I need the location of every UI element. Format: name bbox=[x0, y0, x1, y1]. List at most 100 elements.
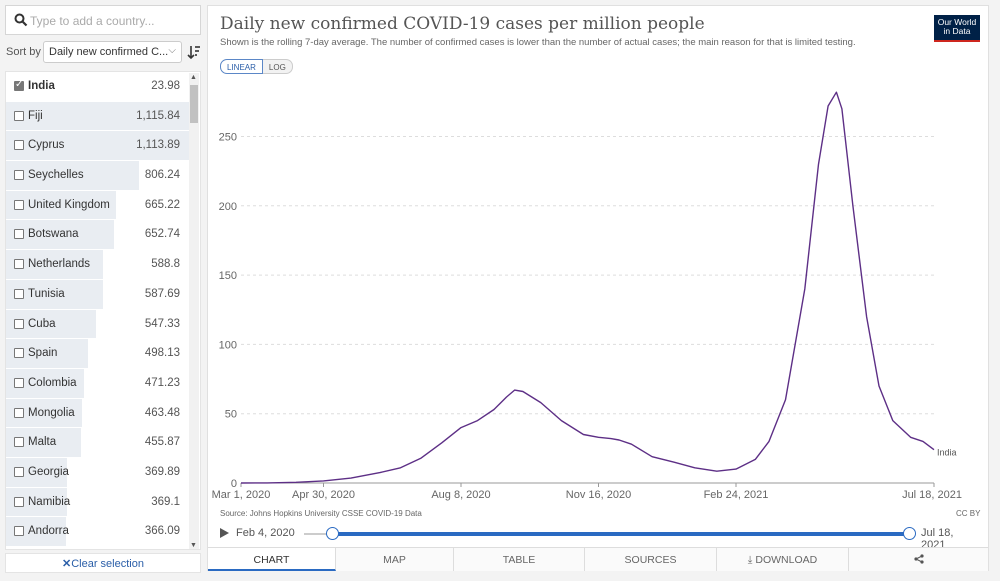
country-value: 1,115.84 bbox=[136, 109, 180, 122]
play-icon[interactable] bbox=[220, 528, 229, 538]
x-tick-label: Jul 18, 2021 bbox=[902, 489, 962, 501]
x-tick-label: Apr 30, 2020 bbox=[292, 489, 355, 501]
country-name: Netherlands bbox=[28, 258, 91, 271]
y-tick-label: 100 bbox=[219, 339, 237, 351]
value-bar bbox=[6, 131, 190, 161]
country-checkbox[interactable] bbox=[14, 79, 24, 91]
tab-sources[interactable]: SOURCES bbox=[585, 548, 717, 571]
country-name: Mongolia bbox=[28, 406, 75, 419]
scroll-down-icon[interactable]: ▼ bbox=[190, 542, 197, 549]
value-bar bbox=[6, 220, 114, 250]
tab-map[interactable]: MAP bbox=[336, 548, 454, 571]
timeline-range bbox=[332, 532, 909, 536]
country-row[interactable]: Mongolia 463.48 bbox=[6, 398, 200, 429]
scrollbar-thumb[interactable] bbox=[190, 85, 198, 123]
country-checkbox[interactable] bbox=[14, 437, 24, 448]
clear-selection-button[interactable]: ✕Clear selection bbox=[5, 553, 201, 573]
country-name: Spain bbox=[28, 347, 58, 360]
y-tick-label: 0 bbox=[231, 478, 237, 490]
chart-title: Daily new confirmed COVID-19 cases per m… bbox=[220, 14, 705, 34]
owid-logo[interactable]: Our World in Data bbox=[934, 15, 980, 42]
sort-order-icon[interactable] bbox=[187, 44, 201, 60]
country-row[interactable]: Colombia 471.23 bbox=[6, 368, 200, 399]
close-icon: ✕ bbox=[62, 558, 72, 570]
country-value: 23.98 bbox=[151, 80, 180, 92]
country-value: 1,113.89 bbox=[136, 139, 180, 152]
list-scrollbar[interactable]: ▲ ▼ bbox=[189, 73, 199, 549]
country-value: 471.23 bbox=[144, 376, 180, 389]
scroll-up-icon[interactable]: ▲ bbox=[190, 74, 197, 81]
country-row[interactable]: Tunisia 587.69 bbox=[6, 279, 200, 310]
country-name: Colombia bbox=[28, 376, 77, 389]
y-tick-label: 200 bbox=[219, 201, 237, 213]
sort-row: Sort by Daily new confirmed C... ⌵ bbox=[5, 41, 201, 65]
country-checkbox[interactable] bbox=[14, 170, 24, 181]
country-row[interactable]: Seychelles 806.24 bbox=[6, 161, 200, 191]
tab-table[interactable]: TABLE bbox=[454, 548, 585, 571]
chart-panel: Daily new confirmed COVID-19 cases per m… bbox=[207, 5, 989, 571]
tab-bar: CHART MAP TABLE SOURCES ⤓ DOWNLOAD bbox=[208, 547, 988, 571]
country-checkbox[interactable] bbox=[14, 377, 24, 388]
country-checkbox[interactable] bbox=[14, 496, 24, 507]
country-row[interactable]: United Kingdom 665.22 bbox=[6, 190, 200, 221]
x-tick-label: Mar 1, 2020 bbox=[212, 489, 271, 501]
country-checkbox[interactable] bbox=[14, 466, 24, 477]
share-icon bbox=[913, 554, 924, 564]
country-row[interactable]: India 23.98 bbox=[6, 72, 200, 102]
timeline-end-handle[interactable] bbox=[903, 527, 916, 540]
country-row[interactable]: Botswana 652.74 bbox=[6, 220, 200, 251]
country-row[interactable]: Georgia 369.89 bbox=[6, 457, 200, 488]
country-value: 366.09 bbox=[144, 525, 180, 538]
sidebar: Sort by Daily new confirmed C... ⌵ India… bbox=[5, 5, 201, 573]
country-checkbox[interactable] bbox=[14, 288, 24, 299]
country-row[interactable]: Fiji 1,115.84 bbox=[6, 101, 200, 132]
country-checkbox[interactable] bbox=[14, 348, 24, 359]
source-note: Source: Johns Hopkins University CSSE CO… bbox=[220, 509, 422, 518]
country-checkbox[interactable] bbox=[14, 199, 24, 210]
share-button[interactable] bbox=[849, 548, 988, 571]
country-checkbox[interactable] bbox=[14, 110, 24, 121]
country-row[interactable]: Netherlands 588.8 bbox=[6, 250, 200, 280]
country-checkbox[interactable] bbox=[14, 526, 24, 537]
series-label: India bbox=[937, 448, 957, 458]
country-checkbox[interactable] bbox=[14, 229, 24, 240]
country-row[interactable]: Cyprus 1,113.89 bbox=[6, 131, 200, 162]
search-box bbox=[5, 5, 201, 35]
chevron-down-icon: ⌵ bbox=[168, 45, 176, 56]
tab-chart[interactable]: CHART bbox=[208, 548, 336, 571]
clear-selection-label: Clear selection bbox=[71, 558, 144, 570]
country-row[interactable]: Cuba 547.33 bbox=[6, 309, 200, 340]
tab-download[interactable]: ⤓ DOWNLOAD bbox=[717, 548, 849, 571]
linear-scale-button[interactable]: LINEAR bbox=[220, 59, 263, 74]
country-name: Namibia bbox=[28, 495, 71, 508]
country-name: Malta bbox=[28, 436, 57, 449]
country-checkbox[interactable] bbox=[14, 140, 24, 151]
country-list: India 23.98 Fiji 1,115.84 Cyprus 1,113.89 Seyc… bbox=[5, 71, 201, 550]
country-checkbox[interactable] bbox=[14, 259, 24, 270]
value-bar bbox=[6, 161, 139, 190]
country-name: Cyprus bbox=[28, 139, 65, 152]
timeline-start-label: Feb 4, 2020 bbox=[236, 527, 295, 539]
country-name: United Kingdom bbox=[28, 198, 110, 211]
country-value: 369.1 bbox=[151, 495, 180, 508]
logo-line1: Our World bbox=[937, 17, 977, 27]
country-value: 369.89 bbox=[144, 465, 180, 478]
scale-toggle: LINEAR LOG bbox=[220, 59, 293, 74]
sort-select[interactable]: Daily new confirmed C... ⌵ bbox=[43, 41, 182, 63]
country-row[interactable]: Namibia 369.1 bbox=[6, 487, 200, 518]
country-checkbox[interactable] bbox=[14, 407, 24, 418]
value-bar bbox=[6, 101, 190, 131]
license-link[interactable]: CC BY bbox=[956, 509, 981, 518]
search-input[interactable] bbox=[30, 11, 195, 31]
country-value: 547.33 bbox=[144, 317, 180, 330]
country-checkbox[interactable] bbox=[14, 318, 24, 329]
country-name: Cuba bbox=[28, 317, 56, 330]
country-row[interactable]: Spain 498.13 bbox=[6, 339, 200, 369]
sort-select-value: Daily new confirmed C... bbox=[49, 46, 169, 58]
timeline-start-handle[interactable] bbox=[326, 527, 339, 540]
country-name: Botswana bbox=[28, 228, 79, 241]
y-tick-label: 150 bbox=[219, 270, 237, 282]
country-row[interactable]: Malta 455.87 bbox=[6, 428, 200, 458]
log-scale-button[interactable]: LOG bbox=[262, 59, 293, 74]
country-row[interactable]: Andorra 366.09 bbox=[6, 517, 200, 547]
